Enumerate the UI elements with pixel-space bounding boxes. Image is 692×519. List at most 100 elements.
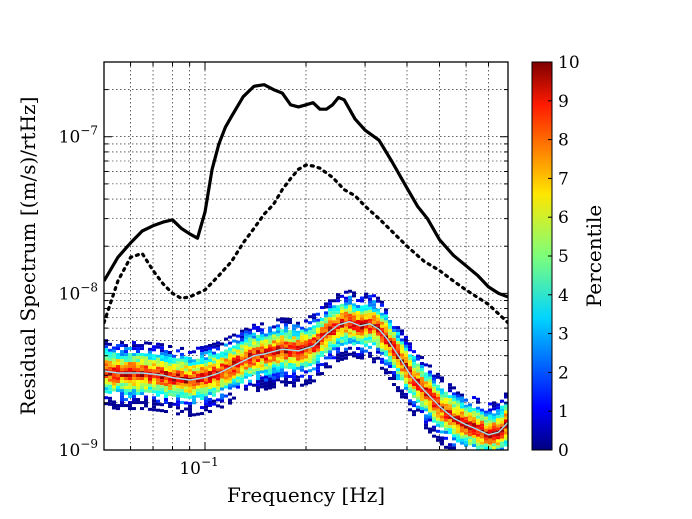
histogram-cell xyxy=(500,405,504,409)
histogram-cell xyxy=(116,404,120,408)
histogram-cell xyxy=(380,342,384,346)
histogram-cell xyxy=(160,361,164,365)
histogram-cell xyxy=(164,353,168,357)
histogram-cell xyxy=(228,383,232,387)
histogram-cell xyxy=(140,356,144,360)
histogram-cell xyxy=(312,367,316,371)
histogram-cell xyxy=(160,358,164,362)
histogram-cell xyxy=(436,414,440,418)
histogram-cell xyxy=(220,342,224,346)
histogram-cell xyxy=(144,389,148,393)
histogram-cell xyxy=(216,389,220,393)
histogram-cell xyxy=(480,414,484,418)
axis-ticks: 10−110−910−810−7 xyxy=(59,61,509,479)
histogram-cell xyxy=(216,341,220,345)
histogram-cell xyxy=(240,341,244,345)
histogram-cell xyxy=(248,358,252,362)
histogram-cell xyxy=(124,368,128,372)
histogram-cell xyxy=(120,392,124,396)
histogram-cell xyxy=(312,361,316,365)
histogram-cell xyxy=(436,372,440,376)
histogram-cell xyxy=(240,344,244,348)
histogram-cell xyxy=(208,376,212,380)
histogram-cell xyxy=(192,380,196,384)
histogram-cell xyxy=(108,399,112,403)
histogram-cell xyxy=(352,309,356,313)
histogram-cell xyxy=(460,408,464,412)
histogram-cell xyxy=(200,355,204,359)
histogram-cell xyxy=(240,377,244,381)
histogram-cell xyxy=(304,334,308,338)
histogram-cell xyxy=(144,386,148,390)
histogram-cell xyxy=(472,417,476,421)
histogram-cell xyxy=(196,358,200,362)
histogram-cell xyxy=(384,320,388,324)
histogram-cell xyxy=(164,362,168,366)
histogram-cell xyxy=(344,290,348,294)
histogram-cell xyxy=(480,417,484,421)
histogram-cell xyxy=(472,420,476,424)
histogram-cell xyxy=(168,377,172,381)
histogram-cell xyxy=(424,381,428,385)
histogram-cell xyxy=(440,388,444,392)
histogram-cell xyxy=(432,383,436,387)
histogram-cell xyxy=(488,411,492,415)
histogram-cell xyxy=(392,329,396,333)
histogram-cell xyxy=(476,458,480,461)
histogram-cell xyxy=(492,434,496,438)
histogram-cell xyxy=(268,347,272,351)
histogram-cell xyxy=(280,365,284,369)
histogram-cell xyxy=(380,315,384,319)
histogram-cell xyxy=(208,364,212,368)
histogram-cell xyxy=(264,354,268,358)
histogram-cell xyxy=(348,289,352,293)
histogram-cell xyxy=(336,326,340,330)
histogram-cell xyxy=(488,441,492,445)
histogram-cell xyxy=(196,361,200,365)
histogram-cell xyxy=(340,330,344,334)
histogram-cell xyxy=(436,387,440,391)
histogram-cell xyxy=(116,359,120,363)
histogram-cell xyxy=(268,368,272,372)
histogram-cell xyxy=(308,339,312,343)
histogram-cell xyxy=(380,300,384,304)
histogram-cell xyxy=(244,342,248,346)
series-upper-bound xyxy=(104,83,508,299)
histogram-cell xyxy=(296,336,300,340)
histogram-cell xyxy=(396,362,400,366)
colorbar-tick-label: 7 xyxy=(558,169,569,189)
histogram-cell xyxy=(308,315,312,319)
histogram-cell xyxy=(164,395,168,399)
histogram-cell xyxy=(340,339,344,343)
histogram-cell xyxy=(116,362,120,366)
histogram-cell xyxy=(220,372,224,376)
histogram-cell xyxy=(316,336,320,340)
histogram-cell xyxy=(300,329,304,333)
histogram-cell xyxy=(212,387,216,391)
histogram-cell xyxy=(144,356,148,360)
histogram-cell xyxy=(220,381,224,385)
histogram-cell xyxy=(124,383,128,387)
histogram-cell xyxy=(280,332,284,336)
histogram-cell xyxy=(412,395,416,399)
histogram-cell xyxy=(172,384,176,388)
histogram-cell xyxy=(136,377,140,381)
histogram-cell xyxy=(336,329,340,333)
histogram-cell xyxy=(336,305,340,309)
histogram-cell xyxy=(108,387,112,391)
histogram-cell xyxy=(460,432,464,436)
histogram-cell xyxy=(140,380,144,384)
histogram-cell xyxy=(476,409,480,413)
histogram-cell xyxy=(420,371,424,375)
histogram-cell xyxy=(476,415,480,419)
histogram-cell xyxy=(304,331,308,335)
histogram-cell xyxy=(384,323,388,327)
y-tick-label: 10−7 xyxy=(59,124,98,148)
histogram-cell xyxy=(308,354,312,358)
histogram-cell xyxy=(476,461,480,464)
histogram-cell xyxy=(400,392,404,396)
histogram-cell xyxy=(232,369,236,373)
histogram-cell xyxy=(176,361,180,365)
histogram-cell xyxy=(332,320,336,324)
histogram-cell xyxy=(496,439,500,443)
